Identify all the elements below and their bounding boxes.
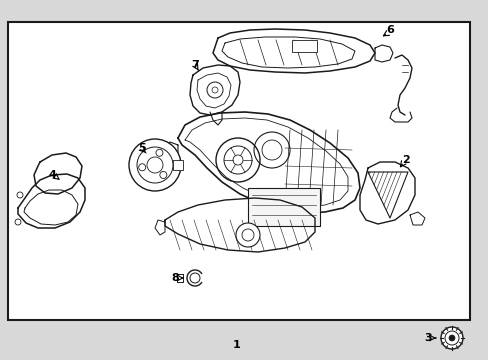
Text: 5: 5 [138,143,145,153]
Text: 1: 1 [233,340,241,350]
Bar [247,188,319,226]
Bar [8,22,469,320]
Text: 4: 4 [48,170,56,180]
Text: 7: 7 [191,60,199,70]
Circle shape [448,335,454,341]
Text: 2: 2 [401,155,409,165]
Circle shape [156,149,163,156]
Text: 8: 8 [171,273,179,283]
Bar [173,160,183,170]
Circle shape [139,164,145,171]
Circle shape [236,223,260,247]
Circle shape [160,171,166,179]
Text: 6: 6 [385,25,393,35]
Circle shape [129,139,181,191]
Bar [291,40,316,52]
Circle shape [440,327,462,349]
Text: 3: 3 [423,333,431,343]
